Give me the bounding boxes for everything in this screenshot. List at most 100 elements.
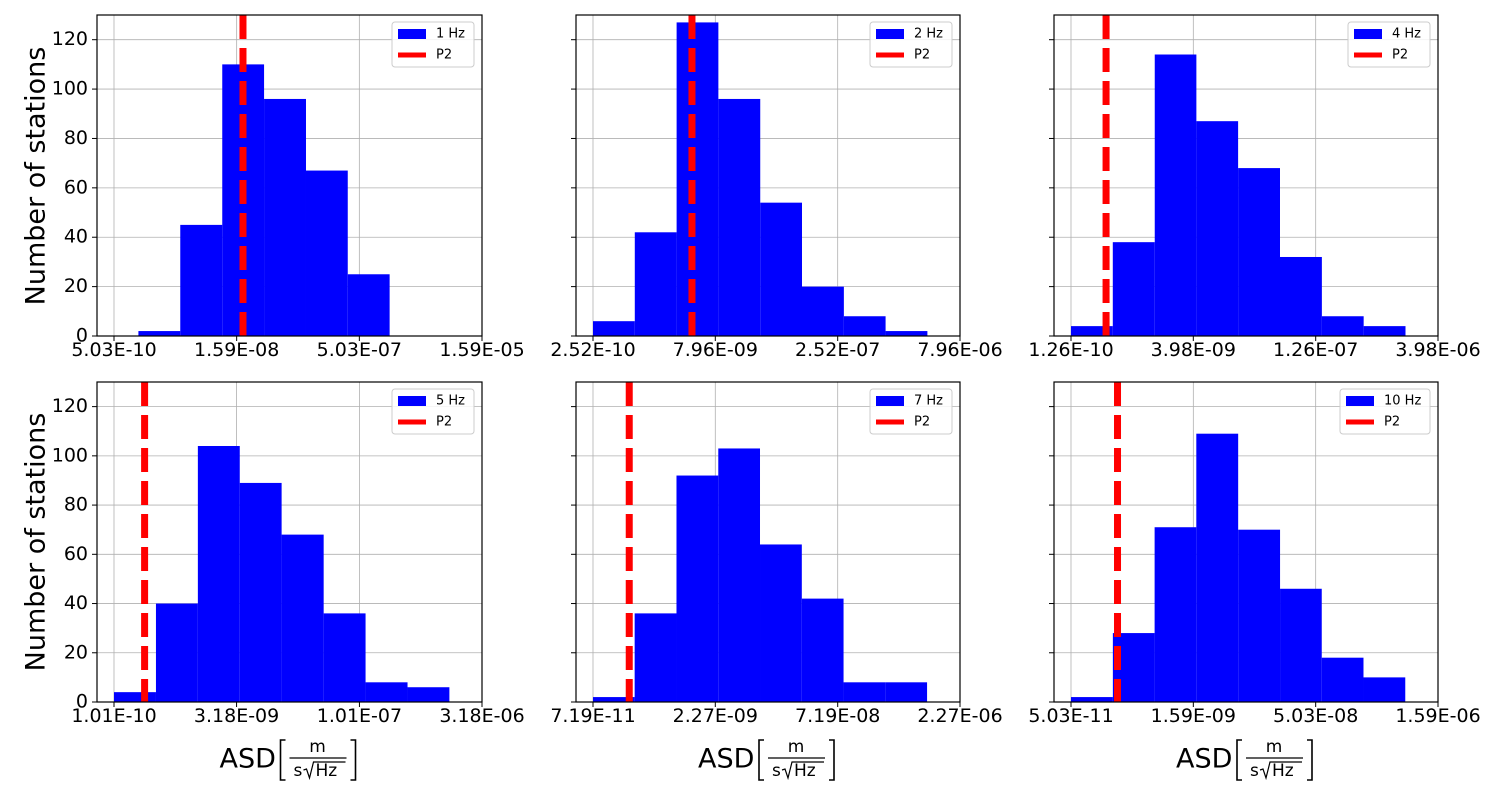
y-tick-label: 0: [76, 325, 88, 347]
right-bracket: [1307, 739, 1313, 781]
histogram-bar: [1196, 433, 1239, 702]
histogram-bar: [718, 98, 761, 336]
histogram-bar: [197, 446, 240, 702]
unit-denominator-s: s: [1250, 761, 1259, 781]
histogram-bar: [593, 321, 635, 336]
legend-swatch-histogram: [876, 29, 904, 39]
legend-label-p2: P2: [914, 415, 930, 430]
legend-label-histogram: 10 Hz: [1384, 394, 1421, 409]
histogram-bar: [1321, 316, 1364, 336]
histogram-bar: [634, 232, 677, 336]
x-tick-label: 5.03E-08: [1273, 705, 1358, 727]
histogram-bar: [347, 274, 390, 336]
histogram-bar: [281, 534, 324, 702]
y-tick-label: 40: [64, 226, 88, 248]
x-tick-label: 3.18E-09: [194, 705, 279, 727]
histogram-bar: [718, 448, 761, 702]
y-tick-label: 0: [76, 691, 88, 713]
legend-swatch-histogram: [876, 396, 904, 406]
histogram-bar: [365, 682, 408, 702]
left-bracket: [1236, 739, 1242, 781]
axes-frame: [1053, 14, 1439, 337]
x-tick-label: 5.03E-11: [1028, 705, 1113, 727]
legend-label-p2: P2: [1392, 48, 1408, 63]
histogram-bar: [407, 687, 450, 702]
histogram-bar: [239, 482, 282, 702]
unit-denominator-s: s: [772, 761, 781, 781]
left-bracket: [758, 739, 764, 781]
legend: 4 Hz P2: [1347, 21, 1431, 68]
x-tick-label: 2.27E-09: [673, 705, 758, 727]
histogram-bar: [1154, 54, 1197, 336]
y-tick-label: 40: [64, 592, 88, 614]
unit-denominator-hz: Hz: [1272, 761, 1294, 781]
histogram-bar: [593, 697, 635, 702]
legend: 7 Hz P2: [869, 388, 953, 435]
legend: 1 Hz P2: [391, 21, 475, 68]
legend-label-p2: P2: [1384, 415, 1400, 430]
histogram-bar: [1280, 588, 1322, 702]
x-tick-label: 2.27E-06: [917, 705, 1002, 727]
x-tick-label: 1.59E-06: [1395, 705, 1480, 727]
x-tick-label: 3.98E-09: [1151, 339, 1236, 361]
histogram-bar: [1196, 121, 1239, 336]
y-tick-label: 80: [64, 494, 88, 516]
histogram-bar: [155, 603, 198, 702]
legend-label-histogram: 5 Hz: [436, 394, 465, 409]
chart-panel-6: 5.03E-11 1.59E-09 5.03E-08 1.59E-06 10 Hz P2 A…: [1028, 381, 1481, 781]
legend-label-p2: P2: [436, 415, 452, 430]
legend-label-histogram: 4 Hz: [1392, 27, 1421, 42]
legend-swatch-histogram: [398, 29, 426, 39]
sqrt-sign: [303, 761, 346, 781]
legend-label-p2: P2: [436, 48, 452, 63]
y-tick-label: 20: [64, 641, 88, 663]
right-bracket: [350, 739, 357, 781]
x-tick-label: 1.01E-10: [71, 705, 156, 727]
x-axis-label: ASD ms Hz: [698, 737, 835, 781]
x-tick-label: 2.52E-07: [795, 339, 880, 361]
x-tick-label: 3.98E-06: [1395, 339, 1480, 361]
x-tick-label: 3.18E-06: [439, 705, 524, 727]
histogram-bar: [138, 331, 181, 336]
x-axis-label-text: ASD: [1176, 744, 1232, 775]
axes-frame: [96, 14, 483, 337]
axes-frame: [575, 381, 961, 703]
legend-label-histogram: 1 Hz: [436, 27, 465, 42]
legend-label-histogram: 2 Hz: [914, 27, 943, 42]
legend-swatch-histogram: [1354, 29, 1382, 39]
legend-label-p2: P2: [914, 48, 930, 63]
histogram-bar: [801, 598, 844, 702]
x-axis-label: ASD ms Hz: [1176, 737, 1313, 781]
unit-denominator-hz: Hz: [316, 761, 338, 781]
histogram-bar: [1363, 677, 1406, 702]
y-axis-label-bottom: Number of stations: [21, 413, 52, 672]
sqrt-sign: [781, 761, 824, 781]
histogram-bar: [180, 224, 223, 336]
x-axis-label-text: ASD: [698, 744, 754, 775]
axes-frame: [96, 381, 483, 703]
y-tick-label: 60: [64, 543, 88, 565]
x-axis-label: ASD ms Hz: [220, 737, 357, 781]
legend: 10 Hz P2: [1339, 388, 1431, 435]
unit-denominator-s: s: [294, 761, 303, 781]
histogram-bar: [1238, 529, 1281, 702]
x-tick-label: 1.59E-09: [1151, 705, 1236, 727]
histogram-bar: [801, 286, 844, 336]
unit-numerator: m: [309, 737, 326, 757]
x-tick-label: 5.03E-07: [317, 339, 402, 361]
histogram-bar: [323, 613, 366, 702]
axes-frame: [1053, 381, 1439, 703]
histogram-bar: [676, 475, 719, 702]
right-bracket: [829, 739, 835, 781]
legend-swatch-histogram: [398, 396, 426, 406]
histogram-bar: [1279, 256, 1322, 336]
histogram-bar: [676, 22, 719, 337]
histogram-bar: [1071, 697, 1113, 702]
x-tick-label: 7.19E-11: [550, 705, 635, 727]
x-tick-label: 5.03E-10: [71, 339, 156, 361]
chart-panel-1: 0 20 40 60 80 100 120 5.03E-10 1.59E-08 5.03E-07 1…: [52, 14, 525, 361]
histogram-bar: [1071, 326, 1113, 336]
legend-label-histogram: 7 Hz: [914, 394, 943, 409]
unit-numerator: m: [1266, 737, 1283, 757]
